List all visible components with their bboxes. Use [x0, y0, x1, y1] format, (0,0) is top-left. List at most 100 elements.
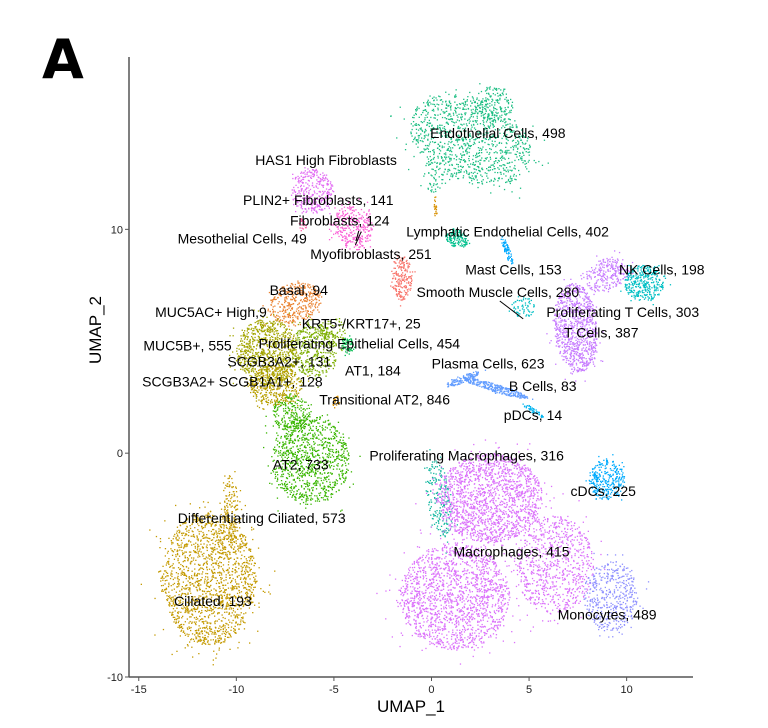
data-point: [439, 129, 442, 131]
data-point: [464, 160, 466, 162]
data-point: [586, 360, 588, 362]
data-point: [364, 237, 366, 239]
data-point: [341, 214, 343, 217]
data-point: [415, 123, 417, 125]
data-point: [577, 359, 579, 361]
data-point: [614, 272, 617, 275]
data-point: [487, 98, 489, 100]
data-point: [444, 135, 446, 137]
data-point: [362, 223, 364, 226]
data-point: [509, 177, 511, 179]
data-point: [333, 191, 335, 193]
data-point: [565, 361, 567, 364]
data-point: [459, 234, 462, 236]
data-point: [442, 101, 444, 103]
data-point: [396, 295, 398, 297]
data-point: [474, 128, 477, 131]
data-point: [598, 273, 601, 275]
data-point: [593, 351, 595, 353]
data-point: [340, 230, 342, 232]
data-point: [325, 205, 328, 207]
data-point: [457, 164, 459, 166]
data-point: [493, 107, 495, 109]
data-point: [649, 271, 652, 274]
data-point: [398, 262, 400, 264]
data-point: [490, 180, 493, 182]
data-point: [577, 347, 579, 350]
data-point: [331, 332, 333, 334]
data-point: [582, 305, 584, 307]
data-point: [356, 226, 358, 228]
data-point: [353, 214, 355, 216]
data-point: [407, 294, 409, 296]
data-point: [439, 145, 441, 147]
data-point: [593, 342, 595, 344]
data-point: [634, 283, 636, 285]
data-point: [400, 268, 402, 270]
data-point: [422, 151, 425, 153]
data-point: [368, 230, 370, 232]
data-point: [431, 124, 433, 126]
data-point: [434, 114, 436, 116]
data-point: [567, 330, 569, 332]
data-point: [481, 183, 484, 185]
data-point: [576, 323, 578, 326]
data-point: [434, 188, 437, 190]
data-point: [653, 268, 655, 271]
data-point: [281, 310, 284, 312]
data-point: [472, 116, 474, 118]
data-point: [438, 95, 440, 97]
data-point: [342, 229, 344, 231]
data-point: [272, 312, 274, 314]
data-point: [635, 286, 637, 288]
data-point: [630, 274, 632, 276]
data-point: [595, 264, 598, 266]
data-point: [568, 300, 571, 302]
data-point: [606, 284, 608, 287]
data-point: [403, 296, 405, 298]
data-point: [564, 346, 566, 348]
data-point: [620, 290, 622, 292]
data-point: [444, 129, 447, 131]
data-point: [451, 140, 453, 143]
data-point: [654, 294, 656, 296]
data-point: [304, 197, 306, 199]
data-point: [563, 335, 565, 337]
data-point: [526, 140, 528, 142]
data-point: [280, 322, 282, 324]
data-point: [299, 311, 302, 313]
data-point: [505, 109, 507, 111]
data-point: [653, 284, 656, 286]
data-point: [341, 218, 343, 220]
data-point: [486, 88, 488, 90]
data-point: [332, 367, 334, 370]
data-point: [580, 303, 582, 305]
data-point: [587, 336, 589, 338]
data-point: [302, 219, 304, 221]
data-point: [611, 256, 613, 258]
data-point: [637, 266, 639, 268]
data-point: [460, 153, 462, 155]
data-point: [284, 310, 287, 312]
data-point: [578, 331, 580, 333]
data-point: [590, 301, 592, 303]
data-point: [573, 302, 576, 304]
data-point: [289, 305, 292, 308]
data-point: [436, 99, 438, 101]
data-point: [450, 109, 452, 111]
data-point: [345, 224, 348, 226]
data-point: [298, 310, 300, 312]
data-point: [506, 252, 508, 255]
data-point: [367, 237, 369, 239]
data-point: [459, 231, 462, 234]
data-point: [333, 233, 335, 235]
data-point: [452, 242, 454, 244]
data-point: [457, 125, 460, 128]
data-point: [354, 232, 356, 235]
data-point: [599, 266, 601, 268]
data-point: [481, 101, 483, 103]
data-point: [489, 156, 491, 158]
data-point: [336, 213, 338, 215]
data-point: [357, 249, 359, 251]
data-point: [582, 334, 584, 337]
